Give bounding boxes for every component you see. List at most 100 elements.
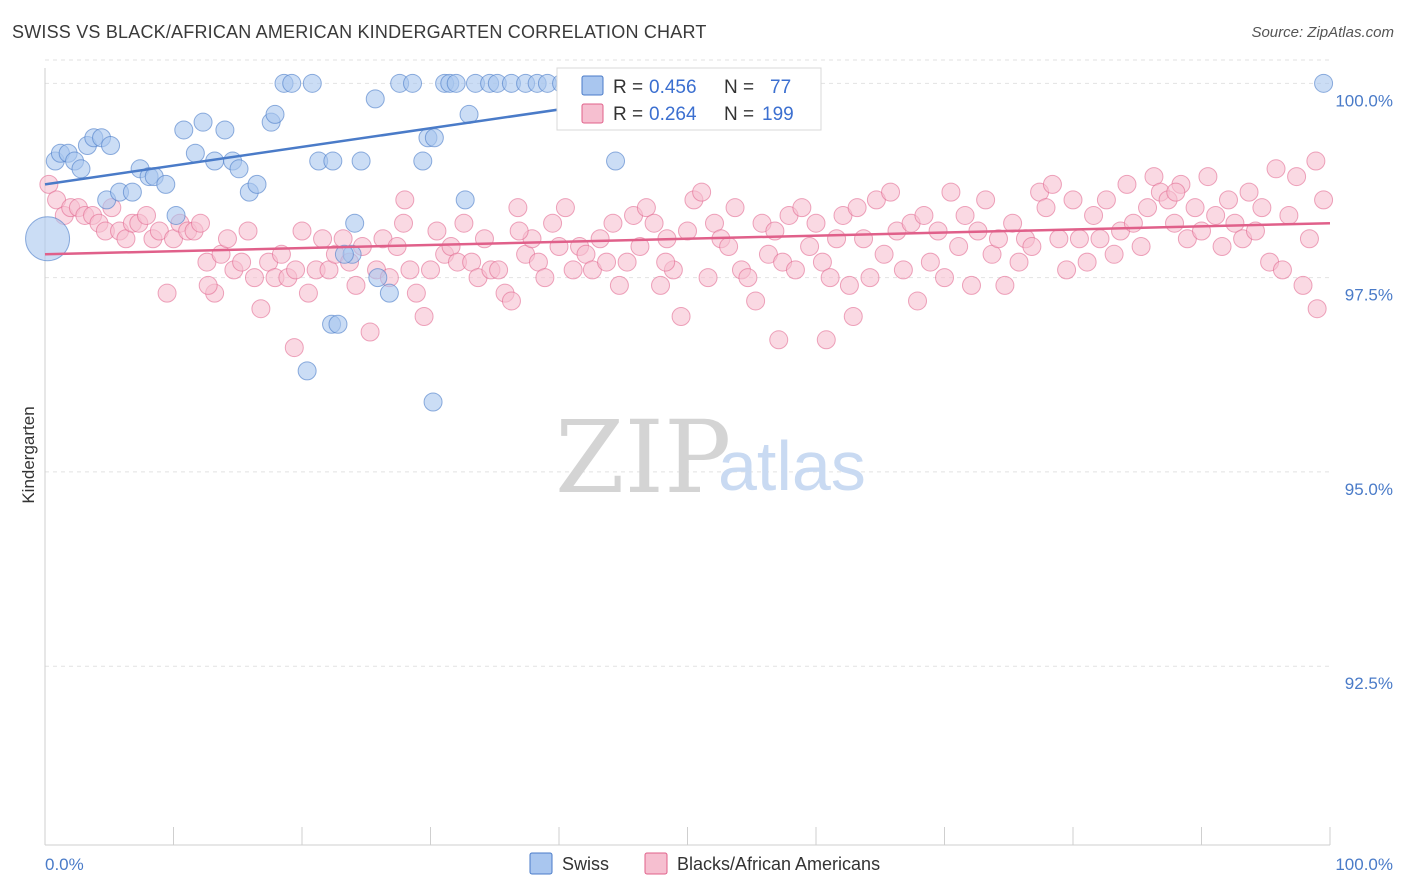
point-black-138: [976, 190, 996, 210]
point-black-151: [1063, 190, 1083, 210]
point-black-152: [1069, 229, 1089, 249]
legend-box: R = 0.456 N = 77 R = 0.264 N = 199: [556, 67, 822, 131]
point-swiss-46: [424, 128, 444, 148]
point-black-166: [1165, 213, 1185, 233]
point-black-110: [785, 260, 805, 280]
point-black-131: [928, 221, 948, 241]
legend-swiss-r-value: 0.456: [649, 77, 697, 98]
point-black-140: [988, 229, 1008, 249]
point-swiss-15: [156, 174, 176, 194]
point-black-177: [1239, 182, 1259, 202]
point-black-68: [501, 291, 521, 311]
point-black-57: [427, 221, 447, 241]
point-black-82: [597, 252, 617, 272]
legend-black-r-value: 0.264: [649, 104, 697, 125]
point-black-55: [414, 306, 434, 326]
point-black-26: [217, 229, 237, 249]
legend-swiss-n-label: N =: [724, 77, 754, 98]
point-swiss-33: [345, 213, 365, 233]
point-swiss-50: [455, 190, 475, 210]
point-swiss-30: [302, 73, 322, 93]
point-black-87: [630, 237, 650, 257]
point-black-183: [1279, 205, 1299, 225]
x-tick-labels: 0.0% 100.0%: [45, 855, 1393, 874]
y-tick-label-2: 95.0%: [1345, 480, 1393, 499]
legend-black-n-value: 199: [762, 104, 794, 125]
point-black-178: [1245, 221, 1265, 241]
point-swiss-37: [297, 361, 317, 381]
point-black-121: [860, 268, 880, 288]
point-black-54: [406, 283, 426, 303]
point-black-174: [1218, 190, 1238, 210]
point-swiss-11: [122, 182, 142, 202]
point-swiss-17: [185, 143, 205, 163]
point-black-136: [961, 275, 981, 295]
point-black-116: [827, 229, 847, 249]
point-black-56: [421, 260, 440, 280]
point-black-89: [644, 213, 664, 233]
point-swiss-62: [606, 151, 626, 171]
point-black-179: [1252, 198, 1272, 218]
point-black-181: [1266, 159, 1286, 179]
point-black-129: [914, 205, 934, 225]
point-black-101: [725, 198, 745, 218]
point-swiss-4: [71, 159, 91, 179]
legend-black-n-label: N =: [724, 104, 754, 125]
axes: [44, 68, 1331, 846]
legend-swatch-swiss: [581, 75, 604, 96]
point-black-100: [719, 237, 739, 257]
point-black-74: [543, 213, 563, 233]
point-swiss-71: [423, 392, 443, 412]
point-black-148: [1042, 174, 1062, 194]
point-black-118: [839, 275, 859, 295]
bottom-legend: Swiss Blacks/African Americans: [529, 852, 880, 875]
point-black-112: [800, 237, 820, 257]
point-swiss-76: [1314, 73, 1334, 93]
point-black-47: [360, 322, 380, 342]
point-black-113: [806, 213, 826, 233]
point-black-153: [1077, 252, 1097, 272]
point-black-154: [1084, 205, 1104, 225]
point-black-30: [244, 268, 264, 288]
y-tick-label-3: 92.5%: [1345, 674, 1393, 693]
point-black-191: [816, 330, 836, 350]
point-black-75: [549, 237, 569, 257]
bottom-legend-swatch-swiss: [529, 852, 553, 875]
point-black-120: [854, 229, 874, 249]
legend-swiss-n-value: 77: [770, 77, 791, 98]
point-black-126: [893, 260, 913, 280]
point-swiss-39: [365, 89, 385, 109]
watermark-atlas: atlas: [718, 427, 866, 505]
point-black-182: [1272, 260, 1292, 280]
point-black-84: [609, 275, 629, 295]
point-swiss-44: [413, 151, 433, 171]
point-black-14: [137, 205, 157, 225]
point-black-194: [656, 252, 676, 272]
point-black-22: [190, 213, 210, 233]
point-black-193: [509, 221, 529, 241]
point-black-189: [1307, 299, 1327, 319]
y-tick-label-0: 100.0%: [1335, 91, 1393, 110]
point-swiss-43: [403, 73, 423, 93]
point-black-150: [1057, 260, 1077, 280]
point-black-128: [908, 291, 928, 311]
point-swiss-18: [166, 205, 186, 225]
legend-swiss-r-label: R =: [613, 77, 643, 98]
point-black-36: [286, 260, 306, 280]
point-black-97: [698, 268, 718, 288]
point-black-132: [935, 268, 954, 288]
point-black-29: [238, 221, 258, 241]
point-black-133: [941, 182, 961, 202]
point-black-134: [949, 237, 969, 257]
watermark-zip: ZIP: [555, 399, 731, 516]
point-black-66: [489, 260, 509, 280]
point-swiss-40: [368, 268, 388, 288]
point-black-111: [792, 198, 812, 218]
point-black-28: [232, 252, 252, 272]
point-swiss-27: [265, 104, 285, 124]
point-swiss-29: [282, 73, 302, 93]
point-black-90: [651, 275, 671, 295]
point-black-53: [400, 260, 420, 280]
chart-source: Source: ZipAtlas.com: [1251, 24, 1394, 41]
